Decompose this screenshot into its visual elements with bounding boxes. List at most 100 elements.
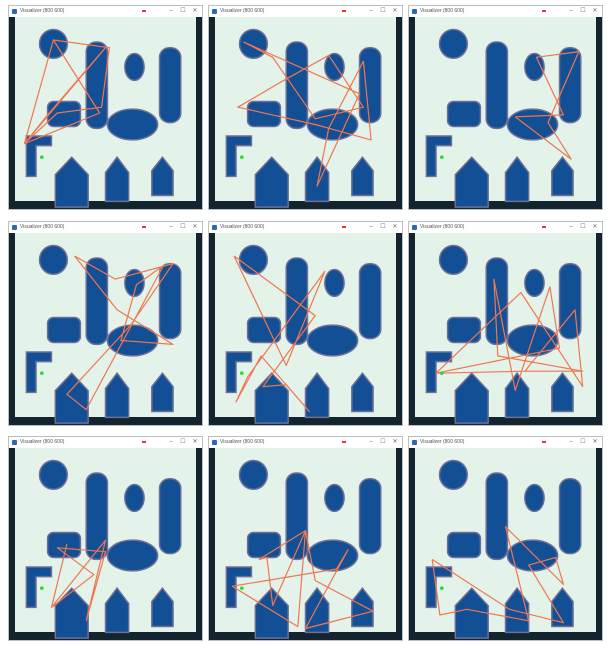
maximize-button[interactable]: ☐ [580,8,586,14]
obstacle [254,156,289,208]
maximize-button[interactable]: ☐ [380,224,386,230]
close-button[interactable]: ✕ [592,439,598,445]
obstacle [551,371,574,413]
obstacle [85,257,109,346]
obstacle [104,371,130,419]
red-marker [542,441,547,443]
obstacle [351,155,374,197]
visualizer-window-6: Visualizer (800 600) – ☐ ✕ [408,221,603,426]
obstacle [106,324,159,357]
obstacle [304,371,330,419]
title-bar[interactable]: Visualizer (800 600) – ☐ ✕ [409,6,602,17]
obstacle [485,472,509,561]
map-canvas[interactable] [9,448,202,640]
minimize-button[interactable]: – [369,8,373,14]
map-canvas[interactable] [409,17,602,209]
maximize-button[interactable]: ☐ [580,439,586,445]
title-bar[interactable]: Visualizer (800 600) – ☐ ✕ [409,222,602,233]
close-button[interactable]: ✕ [592,8,598,14]
map-canvas[interactable] [9,233,202,425]
obstacle [506,108,559,141]
map-canvas[interactable] [209,17,402,209]
obstacle [504,371,530,419]
obstacle [438,244,469,276]
app-icon [212,225,217,230]
maximize-button[interactable]: ☐ [380,439,386,445]
title-bar[interactable]: Visualizer (800 600) – ☐ ✕ [209,6,402,17]
map-canvas[interactable] [209,233,402,425]
window-title: Visualizer (800 600) [220,224,265,230]
obstacle [551,155,574,197]
minimize-button[interactable]: – [369,224,373,230]
title-bar[interactable]: Visualizer (800 600) – ☐ ✕ [9,437,202,448]
red-marker [142,226,147,228]
minimize-button[interactable]: – [169,8,173,14]
title-bar[interactable]: Visualizer (800 600) – ☐ ✕ [9,222,202,233]
close-button[interactable]: ✕ [192,224,198,230]
start-point [440,371,444,375]
minimize-button[interactable]: – [569,8,573,14]
window-title: Visualizer (800 600) [220,439,265,445]
start-point [240,155,244,159]
map-canvas[interactable] [409,448,602,640]
obstacle [324,483,345,513]
planned-path [435,278,584,391]
close-button[interactable]: ✕ [392,224,398,230]
minimize-button[interactable]: – [569,224,573,230]
window-title: Visualizer (800 600) [420,224,465,230]
obstacle [558,262,582,340]
red-marker [342,10,347,12]
map-canvas[interactable] [209,448,402,640]
red-marker [342,441,347,443]
title-bar[interactable]: Visualizer (800 600) – ☐ ✕ [209,437,402,448]
obstacle [85,472,109,561]
minimize-button[interactable]: – [169,439,173,445]
obstacle [358,477,382,555]
window-title: Visualizer (800 600) [420,439,465,445]
planned-path [231,529,374,630]
maximize-button[interactable]: ☐ [380,8,386,14]
obstacle [351,371,374,413]
close-button[interactable]: ✕ [192,8,198,14]
title-bar[interactable]: Visualizer (800 600) – ☐ ✕ [209,222,402,233]
minimize-button[interactable]: – [569,439,573,445]
obstacle [38,459,69,491]
obstacle [38,244,69,276]
close-button[interactable]: ✕ [192,439,198,445]
app-icon [412,440,417,445]
title-bar[interactable]: Visualizer (800 600) – ☐ ✕ [9,6,202,17]
obstacle [551,586,574,628]
visualizer-window-1: Visualizer (800 600) – ☐ ✕ [8,5,203,210]
minimize-button[interactable]: – [369,439,373,445]
obstacle [225,351,253,394]
obstacle [306,539,359,572]
start-point [40,155,44,159]
obstacle [558,477,582,555]
obstacle [504,155,530,203]
map-canvas[interactable] [9,17,202,209]
obstacle [25,566,53,609]
obstacle [54,587,89,639]
maximize-button[interactable]: ☐ [180,439,186,445]
maximize-button[interactable]: ☐ [580,224,586,230]
red-marker [142,10,147,12]
app-icon [12,9,17,14]
title-bar[interactable]: Visualizer (800 600) – ☐ ✕ [409,437,602,448]
start-point [40,371,44,375]
obstacle [454,156,489,208]
start-point [40,586,44,590]
close-button[interactable]: ✕ [592,224,598,230]
map-canvas[interactable] [409,233,602,425]
obstacle [124,268,145,298]
close-button[interactable]: ✕ [392,8,398,14]
minimize-button[interactable]: – [169,224,173,230]
obstacle [524,483,545,513]
window-title: Visualizer (800 600) [420,8,465,14]
maximize-button[interactable]: ☐ [180,224,186,230]
obstacle [351,586,374,628]
obstacle [446,316,482,344]
maximize-button[interactable]: ☐ [180,8,186,14]
close-button[interactable]: ✕ [392,439,398,445]
obstacle [46,316,82,344]
app-icon [412,225,417,230]
